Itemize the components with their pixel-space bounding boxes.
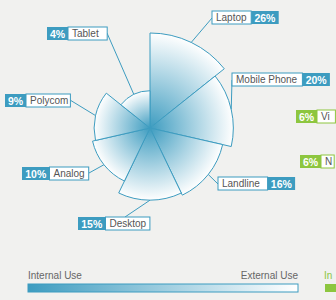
svg-text:Mobile Phone: Mobile Phone: [236, 74, 298, 85]
svg-text:26%: 26%: [254, 12, 276, 24]
svg-text:20%: 20%: [306, 74, 328, 86]
svg-text:N: N: [325, 156, 328, 167]
svg-text:Analog: Analog: [54, 168, 85, 179]
svg-text:4%: 4%: [50, 28, 66, 40]
svg-text:10%: 10%: [25, 168, 47, 180]
svg-text:15%: 15%: [81, 218, 103, 230]
svg-text:6%: 6%: [303, 156, 319, 168]
svg-text:In: In: [324, 270, 328, 281]
svg-text:Desktop: Desktop: [110, 218, 147, 229]
svg-text:6%: 6%: [299, 111, 315, 123]
svg-text:Polycom: Polycom: [30, 95, 68, 106]
svg-text:Laptop: Laptop: [216, 12, 247, 23]
svg-text:16%: 16%: [271, 178, 293, 190]
svg-text:Landline: Landline: [222, 178, 260, 189]
svg-text:External Use: External Use: [241, 270, 299, 281]
svg-text:Vi: Vi: [321, 111, 328, 122]
svg-text:Internal Use: Internal Use: [28, 270, 82, 281]
svg-text:9%: 9%: [8, 95, 24, 107]
svg-text:Tablet: Tablet: [72, 28, 99, 39]
